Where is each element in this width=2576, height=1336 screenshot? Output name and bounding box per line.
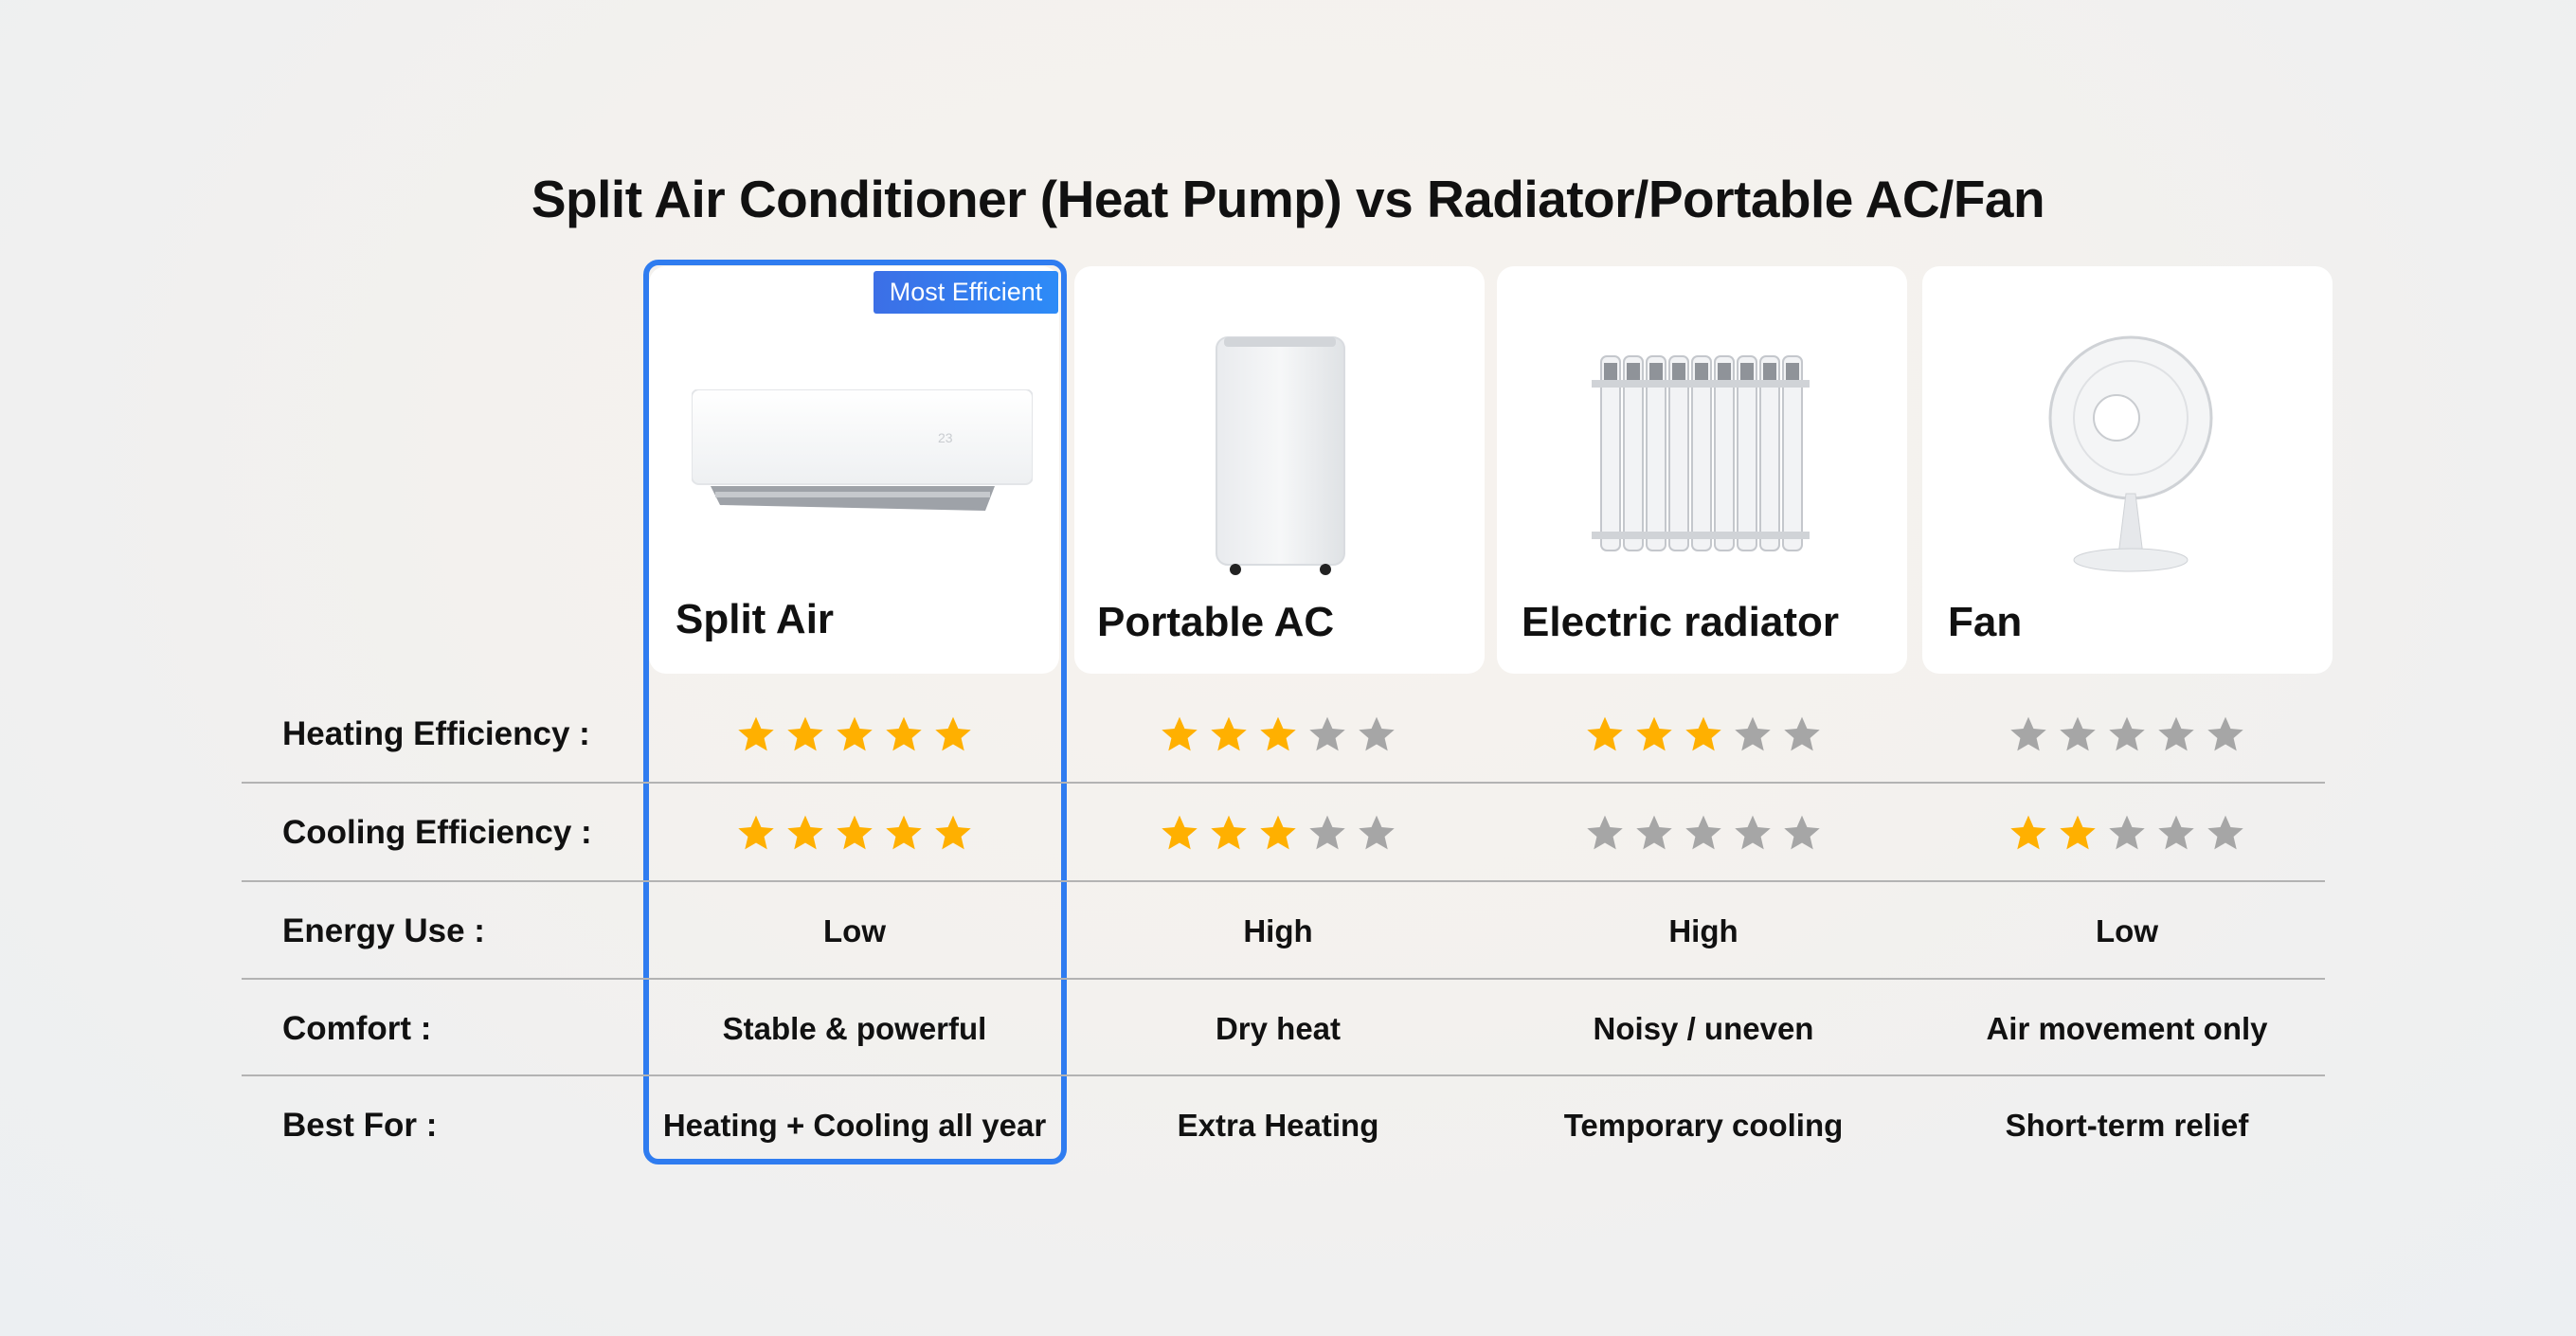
row-divider bbox=[242, 880, 2325, 882]
star-empty-icon bbox=[2207, 815, 2243, 850]
row-label: Energy Use : bbox=[282, 912, 485, 949]
star-filled-icon bbox=[1260, 716, 1296, 751]
star-filled-icon bbox=[837, 716, 873, 751]
star-filled-icon bbox=[738, 716, 774, 751]
desk-fan-image bbox=[2048, 335, 2213, 572]
star-empty-icon bbox=[1359, 716, 1395, 751]
star-rating bbox=[736, 813, 973, 853]
table-cell: Extra Heating bbox=[1177, 1108, 1379, 1143]
electric-radiator-image bbox=[1592, 355, 1810, 551]
star-filled-icon bbox=[935, 815, 971, 850]
table-cell: High bbox=[1243, 913, 1313, 948]
star-filled-icon bbox=[837, 815, 873, 850]
product-name: Portable AC bbox=[1097, 599, 1335, 645]
star-filled-icon bbox=[1211, 716, 1247, 751]
star-empty-icon bbox=[2109, 815, 2145, 850]
product-card-fan: Fan bbox=[1922, 266, 2333, 674]
product-card-portable-ac: Portable AC bbox=[1074, 266, 1485, 674]
most-efficient-badge: Most Efficient bbox=[874, 271, 1058, 314]
star-rating bbox=[1160, 813, 1396, 853]
star-empty-icon bbox=[2158, 716, 2194, 751]
table-cell: High bbox=[1668, 913, 1738, 948]
star-empty-icon bbox=[1309, 716, 1345, 751]
star-empty-icon bbox=[2109, 716, 2145, 751]
star-empty-icon bbox=[2010, 716, 2046, 751]
star-empty-icon bbox=[1636, 815, 1672, 850]
star-filled-icon bbox=[1162, 716, 1198, 751]
row-label: Comfort : bbox=[282, 1010, 432, 1047]
star-filled-icon bbox=[1685, 716, 1721, 751]
star-filled-icon bbox=[1260, 815, 1296, 850]
table-cell: Dry heat bbox=[1215, 1011, 1342, 1046]
star-rating bbox=[1585, 714, 1822, 754]
row-label: Heating Efficiency : bbox=[282, 715, 590, 752]
product-name: Fan bbox=[1948, 599, 2023, 645]
star-empty-icon bbox=[1587, 815, 1623, 850]
star-filled-icon bbox=[2060, 815, 2096, 850]
star-rating bbox=[736, 714, 973, 754]
svg-text:23: 23 bbox=[938, 430, 953, 445]
table-cell: Noisy / uneven bbox=[1593, 1011, 1814, 1046]
row-label: Best For : bbox=[282, 1107, 438, 1144]
star-empty-icon bbox=[1359, 815, 1395, 850]
product-card-electric-radiator: Electric radiator bbox=[1497, 266, 1907, 674]
star-rating bbox=[1585, 813, 1822, 853]
star-empty-icon bbox=[2207, 716, 2243, 751]
star-empty-icon bbox=[1784, 716, 1820, 751]
page-title: Split Air Conditioner (Heat Pump) vs Rad… bbox=[531, 170, 2045, 228]
split-air-conditioner-image: 23 bbox=[692, 389, 1033, 511]
star-filled-icon bbox=[1162, 815, 1198, 850]
portable-ac-image bbox=[1216, 336, 1345, 575]
row-divider bbox=[242, 978, 2325, 980]
table-cell: Temporary cooling bbox=[1563, 1108, 1844, 1143]
table-cell: Short-term relief bbox=[2005, 1108, 2249, 1143]
star-filled-icon bbox=[1636, 716, 1672, 751]
table-cell: Low bbox=[823, 913, 886, 948]
star-filled-icon bbox=[1587, 716, 1623, 751]
star-empty-icon bbox=[1784, 815, 1820, 850]
star-filled-icon bbox=[787, 815, 823, 850]
star-empty-icon bbox=[1735, 815, 1771, 850]
star-empty-icon bbox=[2158, 815, 2194, 850]
star-empty-icon bbox=[1685, 815, 1721, 850]
star-filled-icon bbox=[787, 716, 823, 751]
star-rating bbox=[2009, 714, 2245, 754]
table-cell: Heating + Cooling all year bbox=[662, 1108, 1047, 1143]
row-label: Cooling Efficiency : bbox=[282, 814, 592, 851]
star-filled-icon bbox=[886, 716, 922, 751]
product-name: Electric radiator bbox=[1522, 599, 1840, 645]
product-name: Split Air bbox=[676, 596, 835, 642]
star-rating bbox=[2009, 813, 2245, 853]
star-filled-icon bbox=[2010, 815, 2046, 850]
star-filled-icon bbox=[886, 815, 922, 850]
star-filled-icon bbox=[1211, 815, 1247, 850]
table-cell: Air movement only bbox=[1986, 1011, 2268, 1046]
star-filled-icon bbox=[738, 815, 774, 850]
row-divider bbox=[242, 782, 2325, 784]
table-cell: Low bbox=[2096, 913, 2158, 948]
star-filled-icon bbox=[935, 716, 971, 751]
star-empty-icon bbox=[1735, 716, 1771, 751]
star-rating bbox=[1160, 714, 1396, 754]
star-empty-icon bbox=[2060, 716, 2096, 751]
table-cell: Stable & powerful bbox=[722, 1011, 987, 1046]
row-divider bbox=[242, 1074, 2325, 1076]
star-empty-icon bbox=[1309, 815, 1345, 850]
product-card-split-air: 23 Split Air bbox=[649, 266, 1059, 674]
